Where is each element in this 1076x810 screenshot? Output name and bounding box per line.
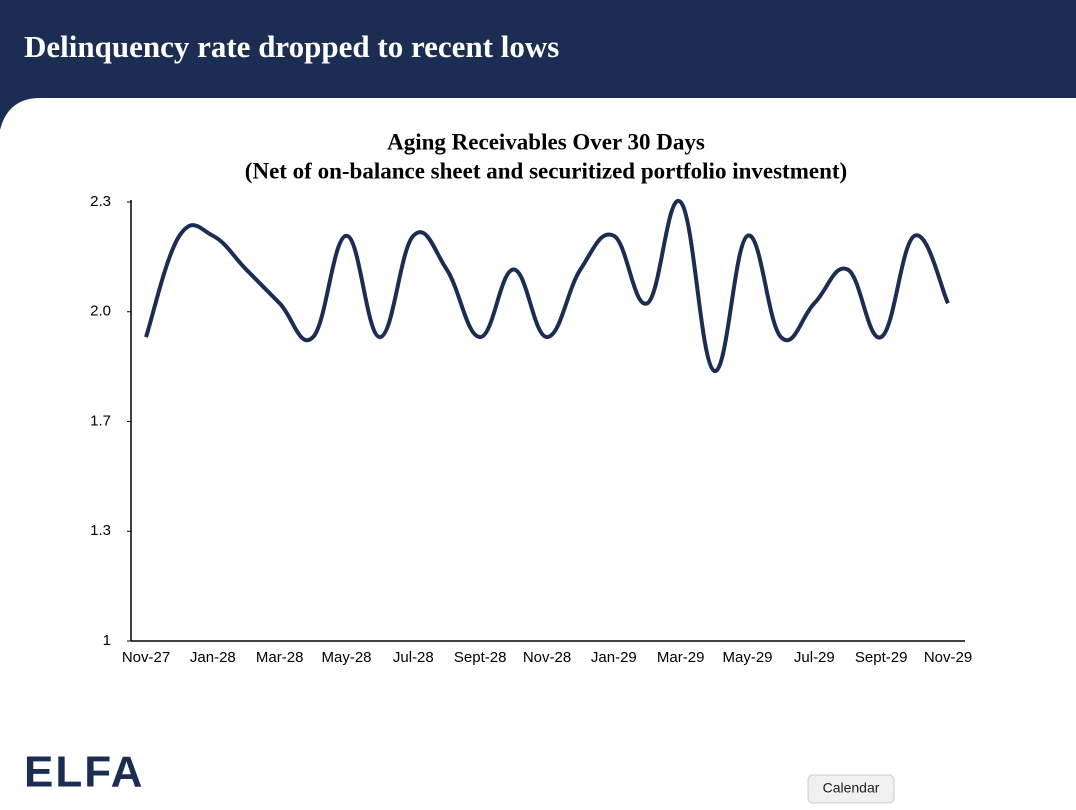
x-tick-label: Nov-29 bbox=[924, 649, 972, 666]
x-tick-label: Jul-28 bbox=[393, 649, 434, 666]
chart-title: Aging Receivables Over 30 Days bbox=[387, 129, 705, 154]
header-bar bbox=[0, 0, 1076, 130]
header-title: Delinquency rate dropped to recent lows bbox=[24, 29, 559, 64]
line-series bbox=[144, 199, 950, 373]
tooltip-box bbox=[807, 774, 895, 804]
tooltip: Calendar bbox=[823, 780, 880, 796]
x-tick-label: May-28 bbox=[321, 649, 371, 666]
chart-subtitle: (Net of on-balance sheet and securitized… bbox=[245, 158, 847, 183]
y-tick-label: 2.0 bbox=[90, 303, 111, 320]
x-tick-label: May-29 bbox=[722, 649, 772, 666]
y-tick-label: 1 bbox=[103, 632, 111, 649]
x-tick-label: Jul-29 bbox=[794, 649, 835, 666]
x-tick-label: Jan-28 bbox=[190, 649, 236, 666]
x-tick-label: Nov-27 bbox=[122, 649, 170, 666]
x-tick-label: Jan-29 bbox=[591, 649, 637, 666]
logo: ELFA bbox=[24, 748, 144, 797]
y-tick-label: 2.3 bbox=[90, 193, 111, 210]
x-tick-label: Nov-28 bbox=[523, 649, 571, 666]
y-tick-label: 1.3 bbox=[90, 522, 111, 539]
y-tick-label: 1.7 bbox=[90, 412, 111, 429]
x-tick-label: Sept-29 bbox=[855, 649, 908, 666]
x-tick-label: Sept-28 bbox=[454, 649, 507, 666]
x-tick-label: Mar-28 bbox=[256, 649, 304, 666]
x-tick-label: Mar-29 bbox=[657, 649, 705, 666]
